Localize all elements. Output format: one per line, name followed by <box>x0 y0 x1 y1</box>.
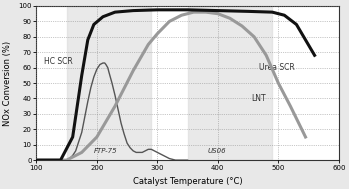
Text: HC SCR: HC SCR <box>44 57 72 66</box>
Y-axis label: NOx Conversion (%): NOx Conversion (%) <box>3 40 13 126</box>
Text: Urea SCR: Urea SCR <box>259 63 295 72</box>
Bar <box>187 6 272 160</box>
Bar <box>67 6 151 160</box>
Text: US06: US06 <box>207 148 226 154</box>
Text: LNT: LNT <box>251 94 266 103</box>
Text: FTP-75: FTP-75 <box>94 148 118 154</box>
X-axis label: Catalyst Temperature (°C): Catalyst Temperature (°C) <box>133 177 243 186</box>
